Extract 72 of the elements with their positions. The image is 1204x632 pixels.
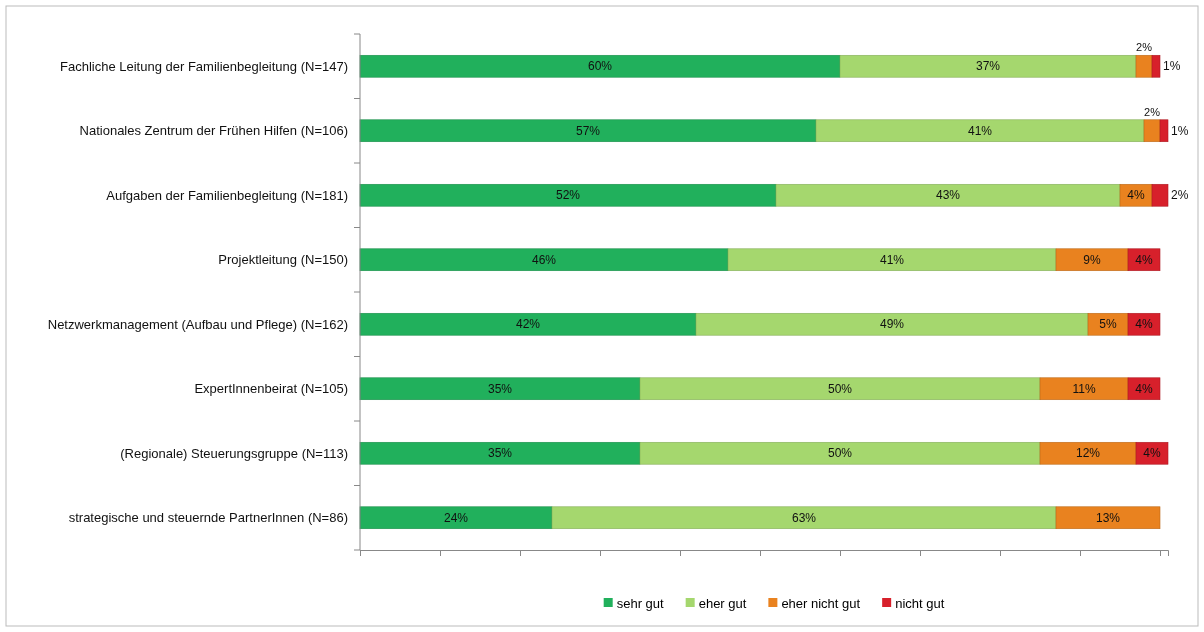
y-tick-label: Aufgaben der Familienbegleitung (N=181) [106, 187, 348, 203]
data-label: 4% [1143, 446, 1161, 461]
data-label: 50% [827, 446, 853, 461]
data-label: 2% [1144, 105, 1161, 118]
bar [1055, 248, 1129, 272]
data-label: 11% [1072, 381, 1096, 396]
data-label: 50% [827, 381, 853, 396]
bar [359, 248, 729, 272]
legend-label: eher gut [698, 595, 747, 611]
data-label: 35% [487, 381, 513, 396]
data-label: 1% [1171, 123, 1189, 138]
data-label: 4% [1135, 317, 1153, 332]
bar [639, 441, 1041, 465]
data-label: 24% [443, 510, 469, 525]
data-label: 4% [1127, 188, 1145, 203]
data-label: 49% [879, 317, 905, 332]
bar [1127, 312, 1161, 336]
bar [359, 183, 777, 207]
bar [359, 506, 553, 530]
bar [695, 312, 1089, 336]
data-label: 57% [575, 123, 601, 138]
data-label: 60% [587, 59, 613, 74]
bar [359, 119, 817, 143]
bar [815, 119, 1145, 143]
data-label: 2% [1171, 188, 1189, 203]
bar [775, 183, 1121, 207]
data-label: 4% [1135, 381, 1153, 396]
bar [551, 506, 1057, 530]
bar [1151, 54, 1161, 78]
y-tick-label: Netzwerkmanagement (Aufbau und Pflege) (N=162) [47, 316, 348, 332]
y-tick-label: Nationales Zentrum der Frühen Hilfen (N=106) [79, 123, 348, 139]
bar [359, 312, 697, 336]
bar [1039, 441, 1137, 465]
data-label: 12% [1075, 446, 1101, 461]
y-tick-label: (Regionale) Steuerungsgruppe (N=113) [120, 445, 348, 461]
bar [839, 54, 1137, 78]
bar [727, 248, 1057, 272]
legend-label: nicht gut [895, 595, 945, 611]
bar [1135, 54, 1153, 78]
data-label: 9% [1083, 252, 1101, 267]
bar [639, 377, 1041, 401]
data-label: 41% [879, 252, 905, 267]
bar [1127, 248, 1161, 272]
data-label: 4% [1135, 252, 1153, 267]
data-label: 41% [967, 123, 993, 138]
y-tick-label: ExpertInnenbeirat (N=105) [194, 381, 348, 397]
data-label: 63% [791, 510, 817, 525]
bar [359, 54, 841, 78]
y-tick-label: Projektleitung (N=150) [218, 252, 348, 268]
bar [1055, 506, 1161, 530]
data-label: 35% [487, 446, 513, 461]
data-label: 43% [935, 188, 961, 203]
bar [359, 377, 641, 401]
data-label: 37% [975, 59, 1001, 74]
data-label: 5% [1099, 317, 1117, 332]
bar [1135, 441, 1169, 465]
data-label: 13% [1095, 510, 1121, 525]
data-label: 42% [515, 317, 541, 332]
legend-label: eher nicht gut [781, 595, 861, 611]
bar [1039, 377, 1129, 401]
bar [359, 441, 641, 465]
bar [1151, 183, 1169, 207]
bar [1143, 119, 1161, 143]
legend-label: sehr gut [616, 595, 665, 611]
data-label: 46% [531, 252, 557, 267]
y-tick-label: strategische und steuernde PartnerInnen (N=86) [68, 510, 348, 526]
bar [1159, 119, 1169, 143]
data-label: 52% [555, 188, 581, 203]
y-tick-label: Fachliche Leitung der Familienbegleitung (N=147) [60, 58, 348, 74]
data-label: 2% [1136, 41, 1153, 54]
bar [1127, 377, 1161, 401]
data-label: 1% [1163, 59, 1181, 74]
